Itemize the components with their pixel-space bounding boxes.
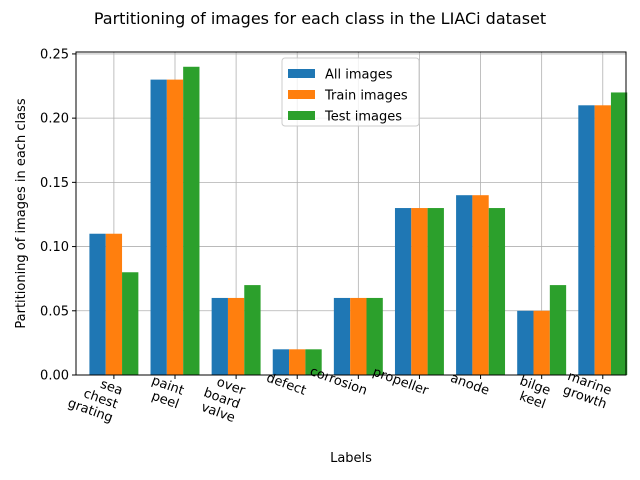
bar-train-images — [411, 208, 428, 375]
bar-test-images — [610, 92, 628, 376]
bar-train-images — [533, 310, 550, 375]
legend-label: All images — [325, 68, 393, 83]
bar-train-images — [105, 233, 123, 375]
svg-text:overboardvalve: overboardvalve — [197, 372, 248, 426]
bar-train-images — [227, 297, 245, 375]
legend: All images Train images Test images — [281, 57, 420, 127]
bar-all-images — [211, 297, 228, 375]
y-tick-label: 0.05 — [40, 304, 69, 319]
x-tick-label-line: sea — [98, 377, 125, 399]
bar-test-images — [549, 285, 567, 375]
bar-test-images — [366, 297, 383, 375]
x-axis-label: Labels — [330, 451, 372, 466]
y-tick-label: 0.00 — [40, 369, 69, 384]
bar-all-images — [394, 208, 412, 375]
x-tick-label: seachestgrating — [66, 369, 125, 426]
y-tick-label: 0.20 — [40, 112, 69, 127]
bar-train-images — [472, 195, 489, 375]
legend-label: Test images — [324, 110, 402, 125]
bar-all-images — [89, 233, 106, 375]
x-tick-label: paintpeel — [145, 373, 186, 412]
legend-label: Train images — [324, 89, 408, 104]
x-tick-label: overboardvalve — [197, 372, 248, 426]
plot-area-frame — [75, 51, 627, 376]
legend-swatch — [288, 90, 315, 99]
y-tick-label: 0.10 — [40, 240, 69, 255]
bar-test-images — [305, 349, 322, 375]
bar-train-images — [350, 297, 367, 375]
svg-text:paintpeel: paintpeel — [145, 373, 186, 412]
chart-title: Partitioning of images for each class in… — [94, 9, 546, 28]
bar-all-images — [456, 195, 473, 375]
legend-box — [281, 57, 420, 127]
bar-test-images — [244, 285, 261, 375]
y-axis-label: Partitioning of images in each class — [14, 98, 29, 328]
bar-test-images — [183, 66, 200, 376]
legend-swatch — [288, 111, 315, 120]
bar-train-images — [594, 105, 611, 375]
bar-all-images — [517, 310, 534, 375]
x-tick-label: bilgekeel — [513, 374, 553, 413]
bar-all-images — [272, 349, 290, 375]
bar-test-images — [427, 208, 444, 375]
y-tick-label: 0.25 — [40, 47, 69, 62]
y-tick-label: 0.15 — [40, 176, 69, 191]
svg-text:bilgekeel: bilgekeel — [513, 374, 553, 413]
bar-test-images — [122, 272, 139, 375]
bars — [89, 66, 628, 376]
bar-train-images — [166, 79, 184, 375]
bar-all-images — [333, 297, 351, 375]
svg-text:seachestgrating: seachestgrating — [66, 369, 125, 426]
y-axis: 0.00 0.05 0.10 0.15 0.20 0.25 — [40, 47, 76, 384]
bar-all-images — [150, 79, 167, 375]
bar-all-images — [578, 105, 595, 375]
legend-swatch — [288, 69, 315, 78]
bar-test-images — [488, 208, 506, 375]
bar-train-images — [289, 349, 306, 375]
